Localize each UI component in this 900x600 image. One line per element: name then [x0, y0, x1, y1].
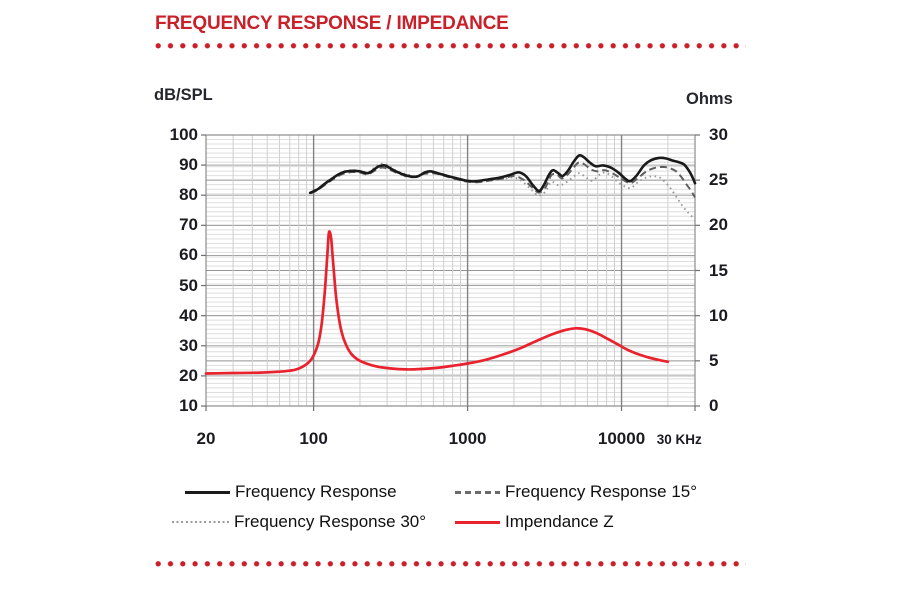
- series-solid-black: [308, 154, 697, 195]
- left-axis-tick-label: 80: [179, 185, 198, 205]
- frequency-impedance-plot: [201, 134, 700, 411]
- right-axis-tick-label: 0: [709, 396, 719, 415]
- left-axis-tick-label: 50: [179, 275, 198, 295]
- right-axis-tick-label: 25: [709, 170, 728, 190]
- left-axis-tick-label: 20: [179, 365, 198, 385]
- bottom-dotted-divider: [155, 560, 746, 568]
- x-axis-tick-label: 20: [196, 429, 216, 448]
- right-axis-tick-label: 30: [709, 125, 728, 144]
- right-axis-tick-label: 5: [709, 350, 719, 370]
- x-axis-tick-label: 100: [299, 429, 328, 448]
- x-axis-tick-label: 1000: [448, 429, 487, 448]
- right-axis-tick-label: 10: [709, 305, 728, 325]
- section-title: FREQUENCY RESPONSE / IMPEDANCE: [155, 13, 509, 34]
- series-solid-red: [204, 230, 670, 375]
- left-axis-tick-label: 10: [179, 396, 198, 415]
- left-axis-tick-label: 30: [179, 335, 198, 355]
- legend-item-frequency-response-15: Frequency Response 15°: [455, 482, 697, 502]
- plot-svg: [201, 134, 700, 411]
- top-dotted-divider: [155, 42, 746, 50]
- series-dashed-gray: [309, 161, 696, 198]
- legend-item-impedance-z: Impendance Z: [455, 512, 614, 532]
- series-dotted-gray: [309, 162, 696, 221]
- left-axis-tick-label: 40: [179, 305, 198, 325]
- left-axis-tick-label: 100: [169, 125, 198, 144]
- right-axis-tick-label: 15: [709, 260, 728, 280]
- legend-label: Impendance Z: [505, 512, 614, 531]
- left-axis-tick-label: 60: [179, 245, 198, 265]
- legend-swatch-red-line: [455, 520, 500, 524]
- left-axis-tick-label: 70: [179, 215, 198, 235]
- left-axis-tick-label: 90: [179, 155, 198, 175]
- legend-label: Frequency Response 15°: [505, 482, 698, 501]
- legend-label: Frequency Response 30°: [234, 512, 427, 531]
- legend-swatch-dashed-line: [455, 490, 500, 494]
- legend-item-frequency-response-30: Frequency Response 30°: [172, 512, 426, 532]
- legend-item-frequency-response: Frequency Response: [185, 482, 397, 502]
- legend-swatch-solid-line: [185, 490, 230, 494]
- legend-label: Frequency Response: [235, 482, 397, 501]
- legend-swatch-dotted-line: [172, 521, 229, 523]
- right-axis-tick-label: 20: [709, 215, 728, 235]
- x-axis-tick-label: 30 KHz: [656, 432, 702, 447]
- x-axis-tick-label: 10000: [597, 429, 646, 448]
- left-axis-title: dB/SPL: [154, 86, 213, 104]
- right-axis-title: Ohms: [686, 90, 733, 108]
